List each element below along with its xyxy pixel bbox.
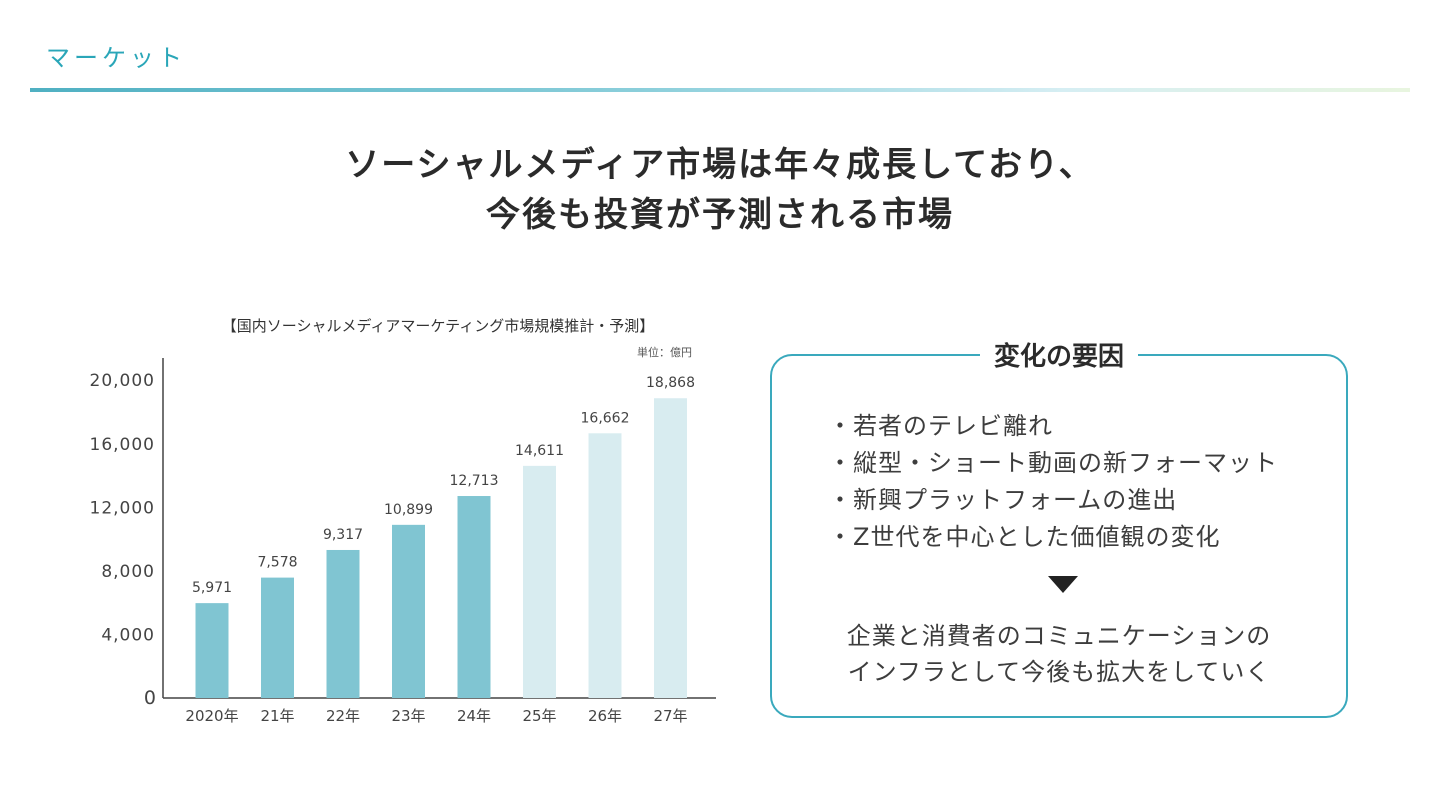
- bar-value-label: 12,713: [450, 473, 499, 489]
- x-tick-label: 2020年: [185, 707, 238, 725]
- y-tick-label: 16,000: [90, 435, 155, 455]
- x-tick-label: 27年: [653, 707, 687, 725]
- conclusion-text: 企業と消費者のコミュニケーションの インフラとして今後も拡大をしていく: [772, 618, 1346, 690]
- bar: [392, 524, 425, 698]
- bar: [261, 577, 294, 698]
- bar-value-label: 10,899: [384, 502, 433, 518]
- headline-line-2: 今後も投資が予測される市場: [486, 195, 954, 235]
- headline: ソーシャルメディア市場は年々成長しており、 今後も投資が予測される市場: [0, 140, 1440, 240]
- factor-item: 若者のテレビ離れ: [828, 408, 1278, 445]
- bar-value-label: 14,611: [515, 443, 564, 459]
- bar: [523, 465, 556, 698]
- x-tick-label: 23年: [391, 707, 425, 725]
- chart-unit-label: 単位：億円: [637, 345, 692, 359]
- down-triangle-icon: [1048, 576, 1078, 593]
- factor-item: Z世代を中心とした価値観の変化: [828, 519, 1278, 556]
- x-tick-label: 26年: [588, 707, 622, 725]
- bar-value-label: 7,578: [257, 555, 297, 571]
- y-tick-label: 8,000: [101, 562, 155, 582]
- factors-title: 変化の要因: [979, 336, 1139, 373]
- bar: [326, 549, 360, 698]
- x-tick-label: 24年: [457, 707, 491, 725]
- header-divider: [30, 88, 1410, 92]
- bar: [195, 603, 229, 698]
- y-tick-label: 20,000: [90, 371, 155, 391]
- bar-value-label: 18,868: [646, 375, 695, 391]
- y-tick-label: 0: [144, 687, 157, 709]
- bar: [654, 398, 687, 698]
- x-tick-label: 22年: [326, 707, 360, 725]
- bar: [588, 433, 622, 698]
- factor-list: 若者のテレビ離れ 縦型・ショート動画の新フォーマット 新興プラットフォームの進出…: [828, 408, 1278, 556]
- y-tick-label: 4,000: [101, 625, 155, 645]
- headline-line-1: ソーシャルメディア市場は年々成長しており、: [345, 145, 1095, 185]
- x-tick-label: 21年: [260, 707, 294, 725]
- bar-value-label: 16,662: [581, 410, 630, 426]
- factor-item: 新興プラットフォームの進出: [828, 482, 1278, 519]
- section-label: マーケット: [46, 44, 186, 72]
- x-tick-label: 25年: [522, 707, 556, 725]
- conclusion-line-1: 企業と消費者のコミュニケーションの: [846, 622, 1272, 650]
- bar-value-label: 9,317: [323, 527, 363, 543]
- change-factors-box: 変化の要因 若者のテレビ離れ 縦型・ショート動画の新フォーマット 新興プラットフ…: [770, 336, 1348, 718]
- market-size-bar-chart: 【国内ソーシャルメディアマーケティング市場規模推計・予測】 単位：億円 0 4,0…: [90, 317, 716, 725]
- conclusion-line-2: インフラとして今後も拡大をしていく: [847, 658, 1271, 686]
- factor-item: 縦型・ショート動画の新フォーマット: [828, 445, 1278, 482]
- chart-title: 【国内ソーシャルメディアマーケティング市場規模推計・予測】: [222, 317, 654, 335]
- bar-value-label: 5,971: [192, 580, 232, 596]
- y-tick-label: 12,000: [90, 498, 155, 518]
- bar: [457, 496, 491, 698]
